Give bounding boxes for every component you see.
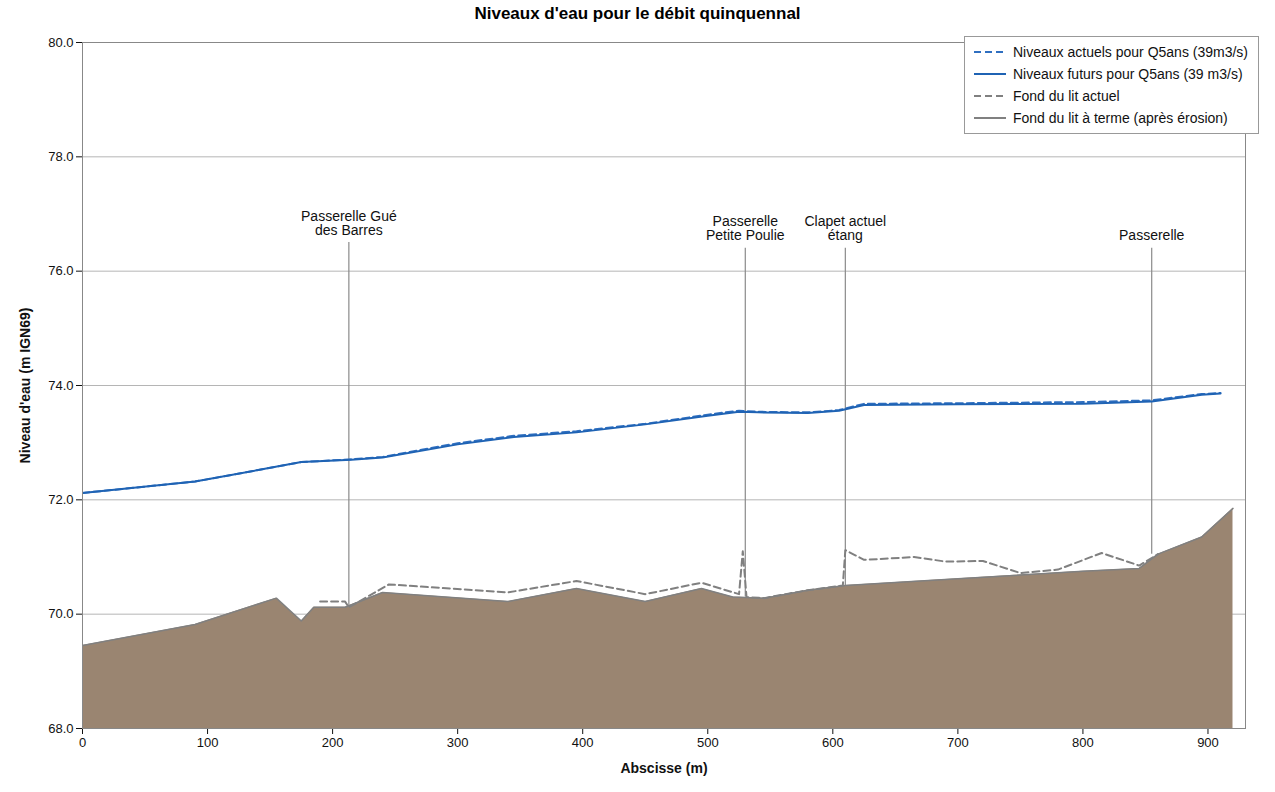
svg-text:200: 200	[322, 735, 344, 750]
svg-text:800: 800	[1072, 735, 1094, 750]
svg-text:400: 400	[572, 735, 594, 750]
svg-text:700: 700	[947, 735, 969, 750]
svg-text:100: 100	[197, 735, 219, 750]
svg-text:76.0: 76.0	[48, 263, 73, 278]
svg-text:80.0: 80.0	[48, 35, 73, 50]
html-text:Niveaux futurs pour Q5ans (39: Niveaux futurs pour Q5ans (39 m3/s)	[1013, 66, 1243, 82]
svg-text:900: 900	[1197, 735, 1219, 750]
svg-text:0: 0	[79, 735, 86, 750]
svg-text:Abscisse (m): Abscisse (m)	[620, 760, 707, 776]
svg-text:Niveau d'eau (m IGN69): Niveau d'eau (m IGN69)	[17, 308, 33, 464]
html-text:Fond du lit actuel: Fond du lit actuel	[1013, 88, 1120, 104]
svg-text:70.0: 70.0	[48, 606, 73, 621]
svg-text:300: 300	[447, 735, 469, 750]
html-text:Niveaux d'eau pour le débit qu: Niveaux d'eau pour le débit quinquennal	[474, 4, 801, 23]
svg-text:600: 600	[822, 735, 844, 750]
svg-text:Clapet actuelétang: Clapet actuelétang	[804, 213, 886, 243]
svg-text:Passerelle Guédes Barres: Passerelle Guédes Barres	[301, 208, 397, 238]
svg-text:72.0: 72.0	[48, 492, 73, 507]
svg-text:78.0: 78.0	[48, 149, 73, 164]
svg-text:68.0: 68.0	[48, 721, 73, 736]
html-text:Fond du lit à terme (après éro: Fond du lit à terme (après érosion)	[1013, 110, 1228, 126]
svg-text:74.0: 74.0	[48, 378, 73, 393]
svg-text:Passerelle: Passerelle	[1119, 227, 1185, 243]
html-text:Niveaux actuels pour Q5ans (39: Niveaux actuels pour Q5ans (39m3/s)	[1013, 44, 1248, 60]
svg-text:PasserellePetite Poulie: PasserellePetite Poulie	[706, 213, 785, 243]
svg-text:500: 500	[697, 735, 719, 750]
